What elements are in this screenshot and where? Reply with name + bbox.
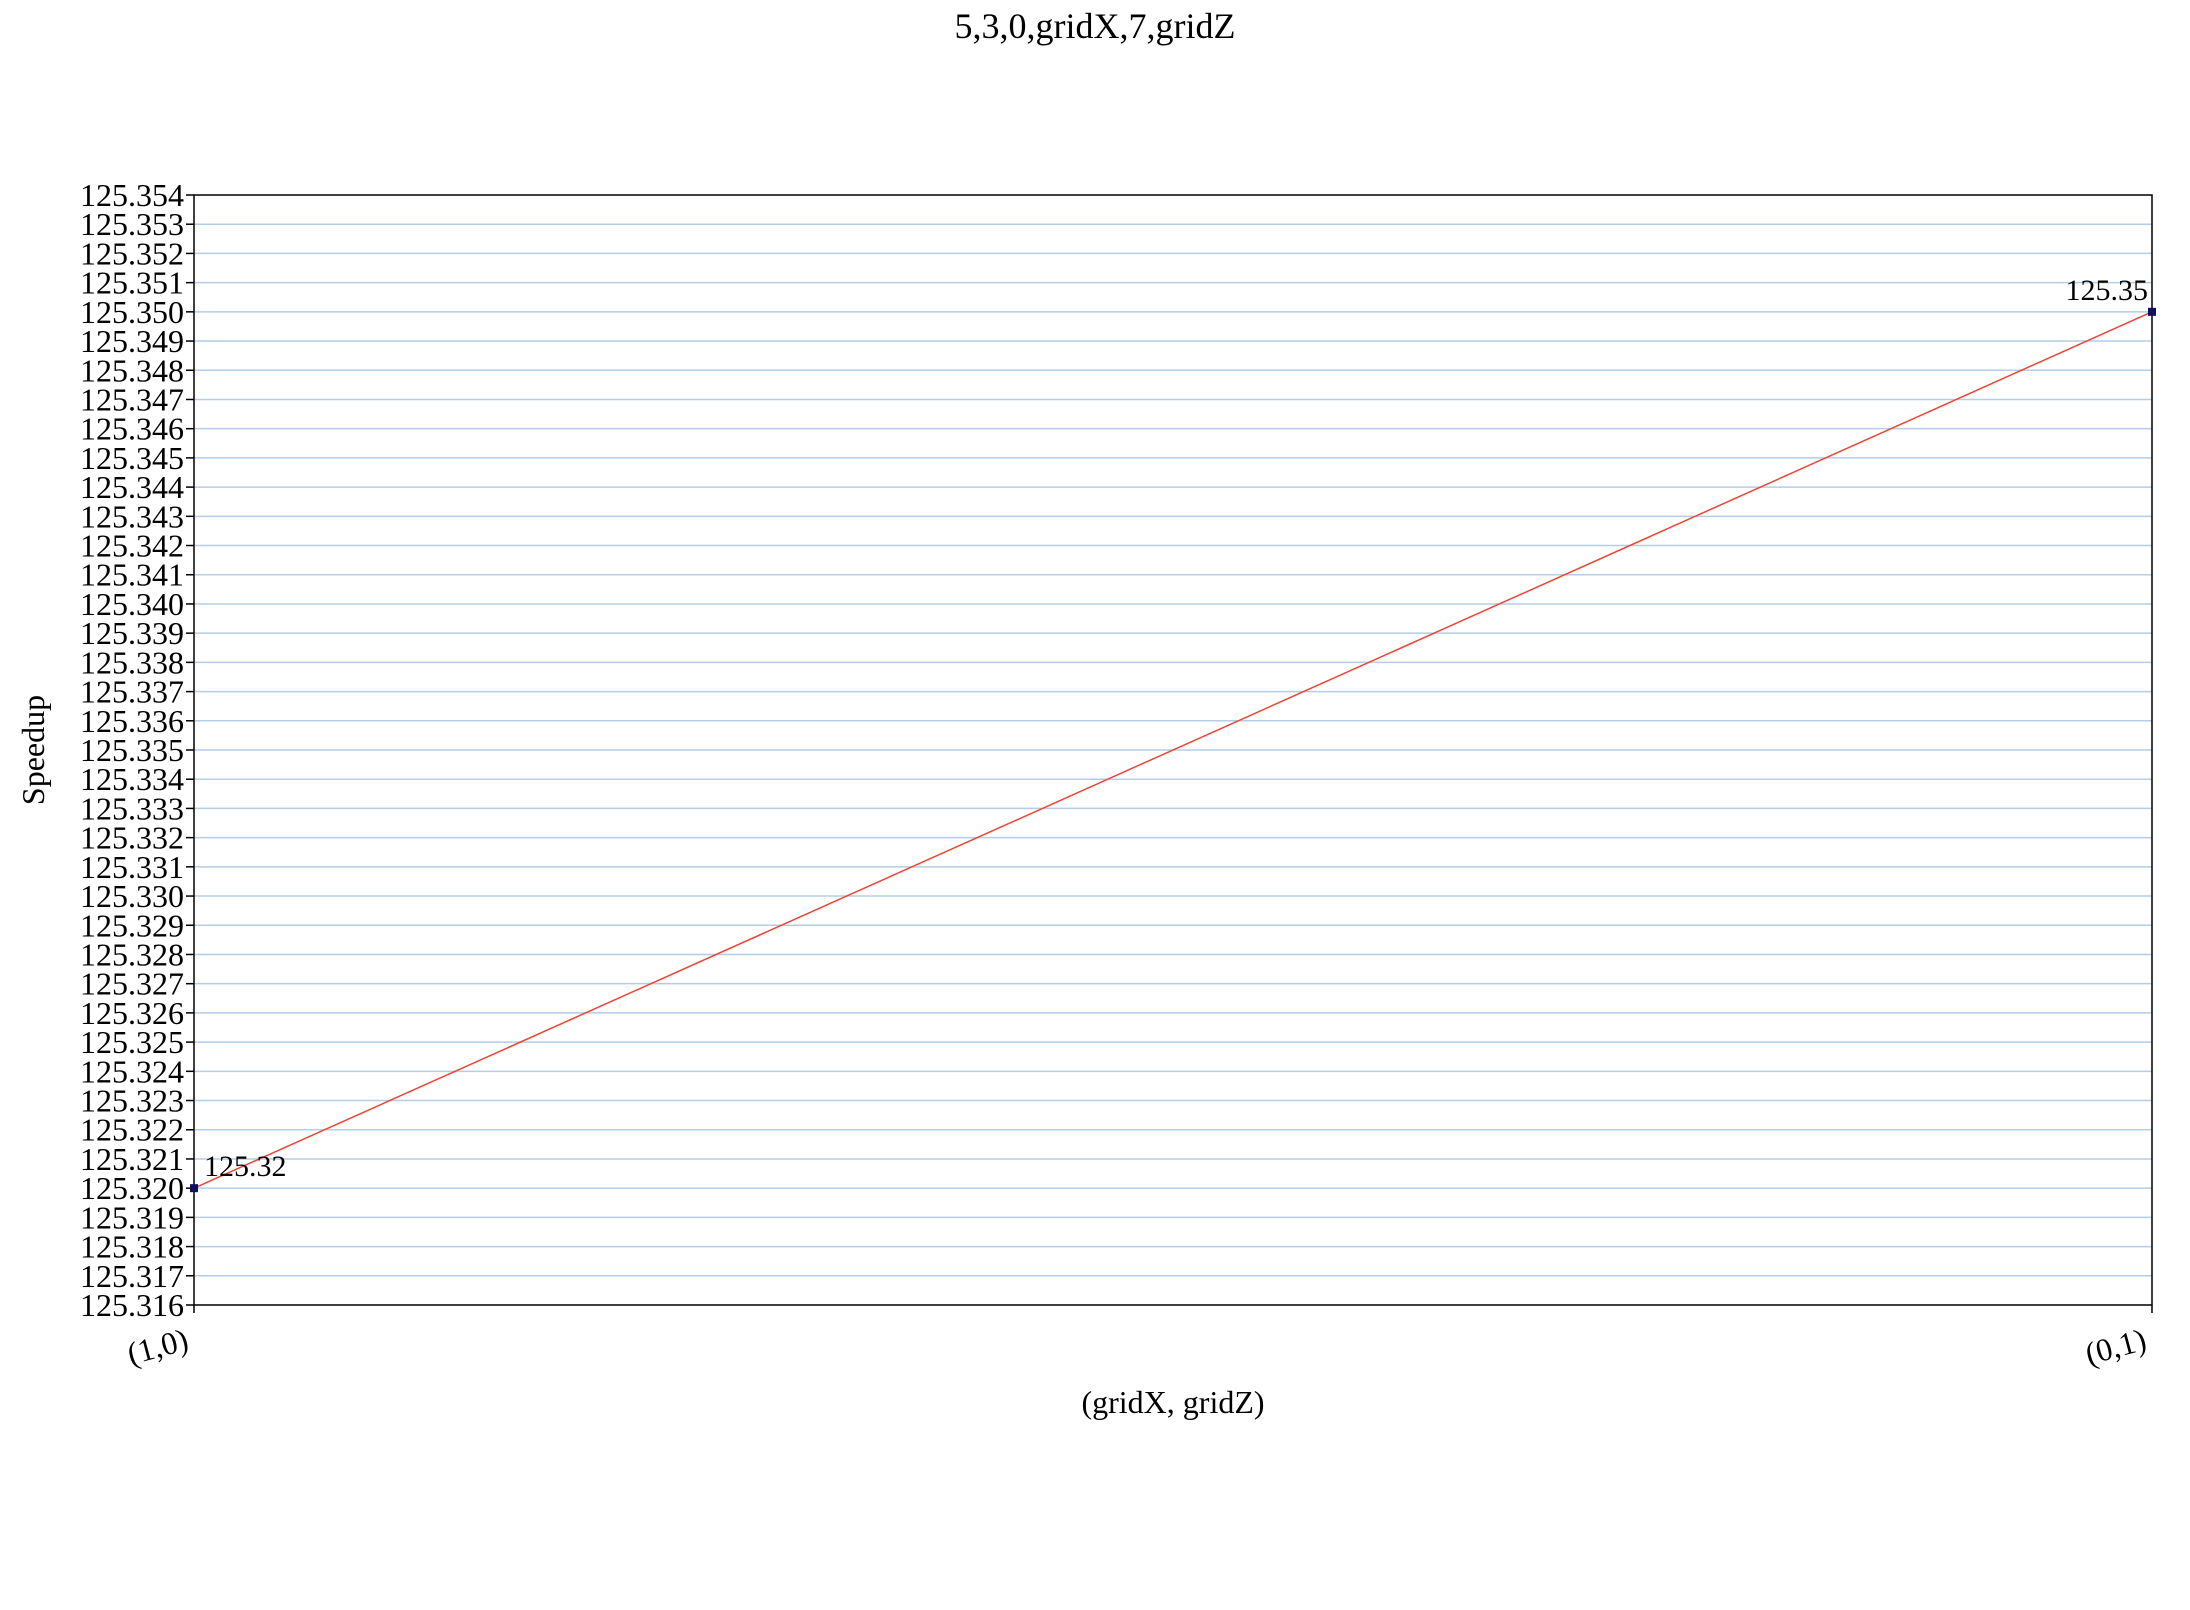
data-label: 125.35	[2066, 274, 2149, 307]
y-tick-label: 125.341	[80, 557, 184, 593]
y-tick-label: 125.334	[80, 761, 184, 797]
y-tick-label: 125.318	[80, 1229, 184, 1265]
y-tick-label: 125.324	[80, 1053, 184, 1089]
y-tick-label: 125.332	[80, 820, 184, 856]
series-line	[193, 311, 2153, 1189]
y-tick-label: 125.352	[80, 235, 184, 271]
y-tick-label: 125.330	[80, 878, 184, 914]
chart-title: 5,3,0,gridX,7,gridZ	[955, 6, 1236, 46]
y-tick-label: 125.337	[80, 674, 184, 710]
y-tick-label: 125.325	[80, 1024, 184, 1060]
y-tick-label: 125.350	[80, 294, 184, 330]
data-point	[2148, 307, 2156, 316]
y-tick-label: 125.343	[80, 498, 184, 534]
y-tick-label: 125.335	[80, 732, 184, 768]
data-point	[190, 1184, 198, 1193]
y-tick-label: 125.322	[80, 1112, 184, 1148]
y-tick-label: 125.336	[80, 703, 184, 739]
y-tick-label: 125.354	[80, 177, 184, 213]
y-tick-label: 125.326	[80, 995, 184, 1031]
y-tick-label: 125.320	[80, 1170, 184, 1206]
x-axis-ticks: (1,0) (0,1)	[123, 1305, 2153, 1372]
y-tick-label: 125.349	[80, 323, 184, 359]
y-tick-label: 125.340	[80, 586, 184, 622]
y-tick-label: 125.348	[80, 352, 184, 388]
y-tick-label: 125.328	[80, 936, 184, 972]
y-axis-label: Speedup	[15, 695, 51, 805]
x-tick-label: (1,0)	[123, 1321, 192, 1372]
x-axis-label: (gridX, gridZ)	[1081, 1384, 1264, 1420]
y-tick-label: 125.351	[80, 265, 184, 301]
y-tick-label: 125.344	[80, 469, 184, 505]
y-tick-label: 125.323	[80, 1083, 184, 1119]
y-tick-label: 125.342	[80, 528, 184, 564]
y-tick-label: 125.353	[80, 206, 184, 242]
data-label: 125.32	[204, 1150, 287, 1183]
y-tick-label: 125.345	[80, 440, 184, 476]
y-tick-label: 125.319	[80, 1199, 184, 1235]
y-axis-ticks: 125.316125.317125.318125.319125.320125.3…	[80, 177, 194, 1323]
y-tick-label: 125.327	[80, 966, 184, 1002]
y-tick-label: 125.338	[80, 644, 184, 680]
y-tick-label: 125.329	[80, 907, 184, 943]
y-tick-label: 125.321	[80, 1141, 184, 1177]
plot-area-frame	[193, 194, 2153, 1306]
y-tick-label: 125.331	[80, 849, 184, 885]
y-tick-label: 125.339	[80, 615, 184, 651]
data-series: 125.32 125.35	[190, 274, 2156, 1193]
y-tick-label: 125.347	[80, 381, 184, 417]
y-tick-label: 125.316	[80, 1287, 184, 1323]
x-tick-label: (0,1)	[2081, 1321, 2150, 1372]
y-tick-label: 125.333	[80, 790, 184, 826]
y-tick-label: 125.346	[80, 411, 184, 447]
y-tick-label: 125.317	[80, 1258, 184, 1294]
